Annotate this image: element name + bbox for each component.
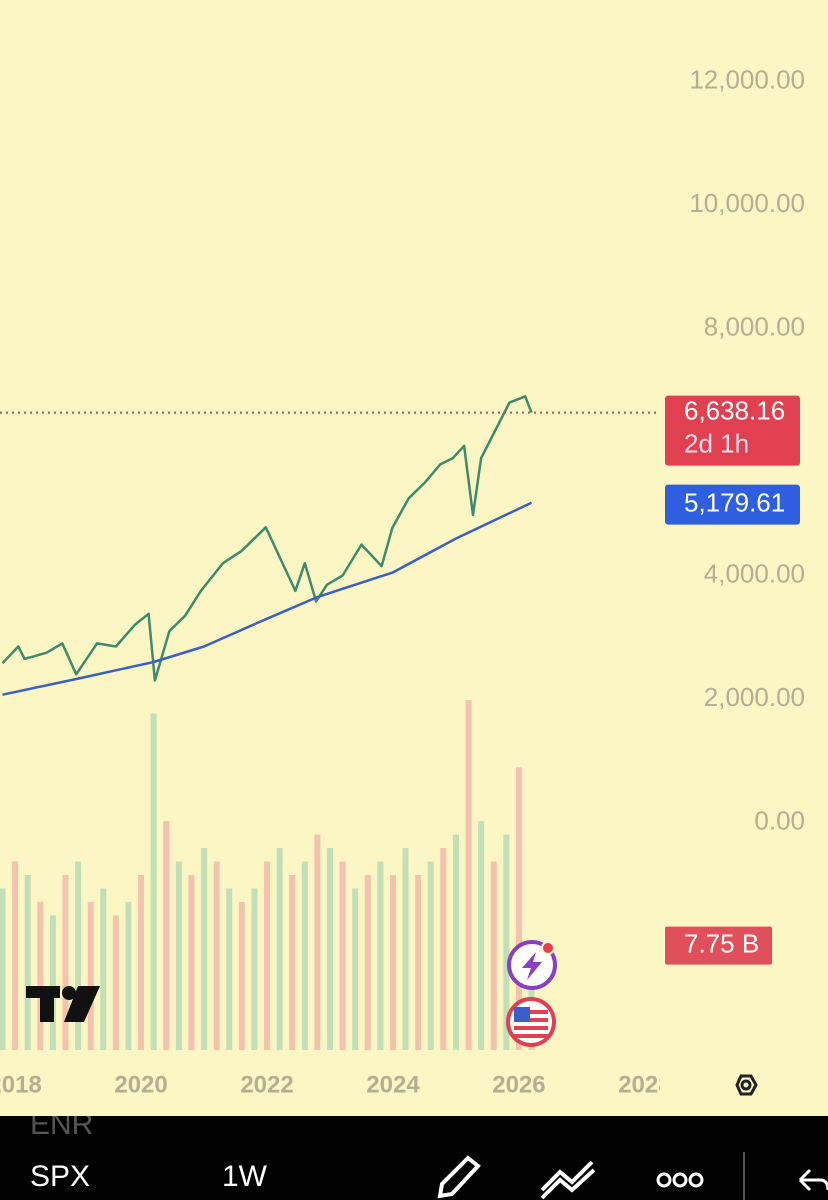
- volume-bar: [175, 861, 182, 1050]
- moving-average-line: [2, 501, 533, 696]
- settings-icon[interactable]: [735, 1074, 758, 1096]
- volume-bar: [301, 861, 308, 1050]
- volume-bar: [327, 848, 333, 1050]
- volume-bar: [364, 875, 371, 1050]
- volume-bar: [150, 713, 157, 1050]
- price-pane: [0, 395, 660, 696]
- x-tick-label: 2026: [492, 1071, 545, 1098]
- volume-bar: [87, 901, 94, 1050]
- ma-badge: [665, 484, 800, 525]
- symbol-button[interactable]: SPX: [30, 1160, 90, 1193]
- volume-bar: [62, 875, 69, 1050]
- volume-pane: [0, 700, 535, 1050]
- volume-bar: [478, 821, 485, 1050]
- volume-bar: [213, 861, 220, 1050]
- volume-bar: [415, 875, 422, 1050]
- volume-bar: [276, 848, 283, 1050]
- volume-bar: [0, 888, 6, 1050]
- volume-bar: [490, 861, 497, 1050]
- volume-bar: [163, 821, 170, 1050]
- more-icon[interactable]: [656, 1172, 704, 1188]
- volume-bar: [37, 901, 44, 1050]
- countdown-label: 2d 1h: [684, 428, 749, 458]
- draw-tool-icon[interactable]: [437, 1155, 481, 1199]
- volume-bar: [389, 875, 396, 1050]
- interval-button[interactable]: 1W: [222, 1160, 268, 1193]
- x-tick-label: 2018: [0, 1071, 42, 1098]
- price-axis: 0.00 2,000.00 4,000.00 8,000.00 10,000.00 12,…: [689, 64, 805, 835]
- line-tool-icon[interactable]: [540, 1160, 596, 1200]
- volume-bar: [238, 901, 245, 1050]
- volume-bar: [402, 848, 409, 1050]
- x-tick-label: 2028: [618, 1071, 671, 1098]
- volume-bar: [12, 861, 19, 1050]
- volume-bar: [515, 767, 522, 1050]
- y-tick-label: 8,000.00: [704, 311, 805, 341]
- volume-bar: [427, 861, 434, 1050]
- y-tick-label: 10,000.00: [689, 188, 805, 218]
- toolbar: [0, 1116, 828, 1200]
- volume-bar: [503, 834, 510, 1050]
- us-flag-icon[interactable]: [506, 997, 556, 1047]
- y-tick-label: 12,000.00: [689, 64, 805, 94]
- volume-bar: [440, 848, 447, 1050]
- exchange-label: ENR: [30, 1108, 93, 1141]
- y-tick-label: 4,000.00: [704, 558, 805, 588]
- price-line: [1, 395, 533, 682]
- volume-bar: [289, 875, 296, 1050]
- tradingview-logo: [26, 986, 100, 1022]
- x-tick-label: 2020: [114, 1071, 167, 1098]
- volume-bar: [49, 915, 56, 1050]
- x-tick-label: 2022: [240, 1071, 293, 1098]
- last-price-label: 6,638.16: [684, 395, 785, 425]
- volume-bar: [125, 901, 132, 1050]
- volume-bar: [352, 888, 359, 1050]
- x-tick-label: 2024: [366, 1071, 420, 1098]
- y-tick-label: 0.00: [754, 805, 805, 835]
- volume-bar: [75, 861, 82, 1050]
- volume-bar: [112, 915, 119, 1050]
- volume-bar: [465, 700, 472, 1050]
- time-axis: 2018 2020 2022 2024 2026 2028: [0, 1071, 671, 1098]
- last-price-badge: [665, 395, 800, 466]
- volume-label: 7.75 B: [684, 929, 759, 959]
- volume-bar: [452, 834, 459, 1050]
- flash-icon[interactable]: [507, 940, 557, 990]
- volume-bar: [24, 875, 31, 1050]
- volume-bar: [314, 834, 321, 1050]
- volume-bar: [339, 861, 346, 1050]
- volume-badge: [665, 926, 772, 965]
- volume-bar: [201, 848, 208, 1050]
- y-tick-label: 2,000.00: [704, 682, 805, 712]
- volume-bar: [226, 888, 233, 1050]
- volume-bar: [264, 861, 271, 1050]
- volume-bar: [188, 875, 195, 1050]
- volume-bar: [100, 888, 107, 1050]
- ma-label: 5,179.61: [684, 488, 785, 518]
- volume-bar: [251, 888, 258, 1050]
- volume-bar: [377, 861, 384, 1050]
- volume-bar: [138, 875, 145, 1050]
